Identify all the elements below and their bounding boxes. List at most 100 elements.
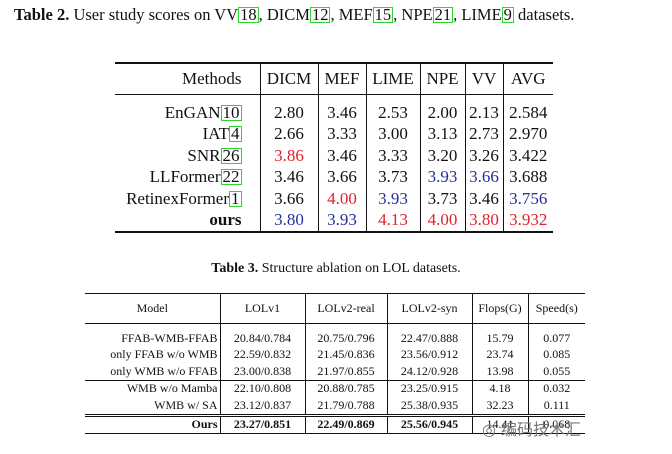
cell: 0.077: [527, 323, 585, 347]
cell: 22.47/0.888: [386, 323, 472, 347]
cell: 23.12/0.837: [219, 397, 305, 415]
value-cell: 3.66: [259, 188, 318, 210]
cell: 4.18: [471, 379, 528, 397]
method-cell: LLFormer 22: [115, 167, 260, 189]
value-cell: 4.00: [419, 209, 465, 232]
cell: 22.49/0.869: [304, 413, 387, 434]
row: LLFormer 22 3.46 3.66 3.73 3.93 3.66 3.688: [115, 166, 553, 189]
row: ours 3.80 3.93 4.13 4.00 3.80 3.932: [115, 209, 553, 233]
value-cell: 3.688: [502, 166, 553, 188]
cell: 21.45/0.836: [304, 346, 387, 363]
watermark: ◎ 编码技术汇: [482, 420, 582, 439]
header-cell: LOLv1: [219, 293, 305, 324]
value-cell: 3.93: [419, 166, 465, 188]
row: FFAB-WMB-FFAB 20.84/0.784 20.75/0.796 22.47…: [85, 323, 585, 347]
value-cell: 3.46: [464, 188, 503, 210]
value-cell: 3.80: [464, 209, 503, 232]
value-cell: 2.73: [464, 123, 503, 145]
method-cell: ours: [115, 210, 260, 233]
value-cell: 3.93: [317, 209, 366, 232]
method-name: EnGAN: [164, 102, 221, 122]
value-cell: 3.73: [365, 166, 420, 188]
method-cell: IAT 4: [115, 124, 260, 146]
value-cell: 3.00: [365, 123, 420, 145]
caption-text: User study scores on VV: [73, 5, 239, 24]
cell: WMB w/o Mamba: [85, 379, 220, 397]
cell: 32.23: [471, 397, 528, 415]
cell: only WMB w/o FFAB: [110, 363, 218, 378]
header-cell: LOLv2-real: [304, 293, 387, 324]
row: only WMB w/o FFAB 23.00/0.838 21.97/0.855 2…: [85, 363, 585, 380]
cell: 21.97/0.855: [304, 363, 387, 380]
value-cell: 2.13: [464, 94, 503, 124]
header-cell: Methods: [115, 63, 260, 95]
cell: 0.032: [527, 379, 585, 397]
value-cell: 3.66: [464, 166, 503, 188]
caption-text: , LIME: [453, 5, 502, 24]
table2-caption: Table 2. User study scores on VV 18, DICM…: [14, 4, 654, 25]
citation: 1: [229, 188, 242, 208]
header-cell: VV: [464, 63, 503, 95]
value-cell: 3.86: [259, 145, 318, 167]
row: Ours 23.27/0.851 22.49/0.869 25.56/0.945 14.…: [85, 413, 585, 434]
value-cell: 3.73: [419, 188, 465, 210]
method-name: LLFormer: [149, 167, 221, 187]
value-cell: 3.26: [464, 145, 503, 167]
cell: 22.59/0.832: [219, 346, 305, 363]
value-cell: 3.33: [317, 123, 366, 145]
citation: 18: [238, 5, 259, 24]
caption-text: Structure ablation on LOL datasets.: [261, 261, 461, 276]
cell: 23.74: [471, 346, 528, 363]
value-cell: 3.33: [365, 145, 420, 167]
cell: 15.79: [471, 323, 528, 347]
header-row: Methods DICM MEF LIME NPE VV AVG: [115, 63, 553, 95]
value-cell: 2.80: [259, 94, 318, 124]
citation: 26: [220, 145, 242, 165]
cell: 13.98: [471, 363, 528, 380]
method-name: RetinexFormer: [126, 188, 229, 208]
cell: WMB w/ SA: [154, 397, 218, 412]
row: WMB w/ SA 23.12/0.837 21.79/0.788 25.38/0.9…: [85, 397, 585, 415]
caption-text: datasets.: [513, 5, 575, 24]
header-cell: Model: [85, 293, 220, 324]
cell: 20.84/0.784: [219, 323, 305, 347]
header-cell: DICM: [259, 63, 318, 95]
value-cell: 3.46: [317, 94, 366, 124]
citation: 15: [372, 5, 394, 24]
header-row: Model LOLv1 LOLv2-real LOLv2-syn Flops(G) Spe…: [85, 293, 585, 324]
value-cell: 2.584: [502, 94, 553, 124]
value-cell: 3.46: [317, 145, 366, 167]
header-cell: LIME: [365, 63, 420, 95]
value-cell: 4.13: [365, 209, 420, 232]
caption-label: Table 2.: [14, 5, 70, 24]
citation: 22: [220, 167, 242, 187]
row: WMB w/o Mamba 22.10/0.808 20.88/0.785 23.25…: [85, 379, 585, 397]
cell: 23.27/0.851: [219, 413, 305, 434]
value-cell: 3.46: [259, 166, 318, 188]
table2: Methods DICM MEF LIME NPE VV AVG EnGAN 10 2.80 3.4…: [115, 62, 553, 233]
cell: 14.41: [471, 413, 528, 434]
header-cell: AVG: [502, 63, 553, 95]
caption-text: , NPE: [393, 5, 433, 24]
cell: 23.00/0.838: [219, 363, 305, 380]
citation: 12: [309, 5, 331, 24]
value-cell: 2.00: [419, 94, 465, 124]
citation: 4: [229, 124, 242, 144]
cell: 20.75/0.796: [304, 323, 387, 347]
value-cell: 2.53: [365, 94, 420, 124]
method-name: ours: [209, 210, 242, 230]
method-cell: SNR 26: [115, 145, 260, 167]
watermark-text: 编码技术汇: [501, 420, 582, 439]
value-cell: 3.20: [419, 145, 465, 167]
value-cell: 3.80: [259, 209, 318, 232]
citation: 10: [220, 102, 242, 122]
table3-caption: Table 3. Structure ablation on LOL datas…: [0, 261, 672, 277]
value-cell: 4.00: [317, 188, 366, 210]
cell: 0.055: [527, 363, 585, 380]
row: only FFAB w/o WMB 22.59/0.832 21.45/0.836 2…: [85, 346, 585, 363]
header-cell: MEF: [317, 63, 366, 95]
header-cell: Speed(s): [527, 293, 585, 324]
value-cell: 3.93: [365, 188, 420, 210]
cell: 20.88/0.785: [304, 379, 387, 397]
